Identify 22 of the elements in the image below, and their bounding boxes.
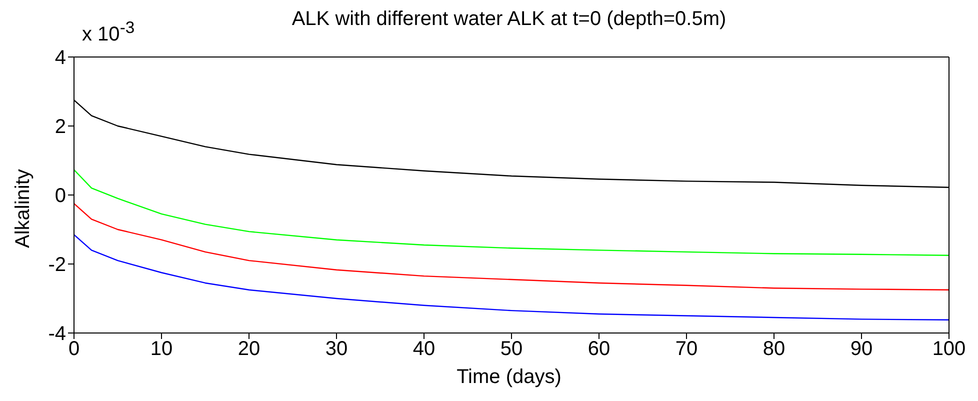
chart-title: ALK with different water ALK at t=0 (depth=0.5m) <box>292 8 726 30</box>
y-tick-label: 0 <box>54 185 66 208</box>
x-tick-label: 30 <box>325 338 348 360</box>
x-tick-label: 10 <box>150 338 173 360</box>
text: x 10$^{-3}$ <box>82 18 135 47</box>
x-tick-label: 40 <box>412 338 436 360</box>
y-tick-label: -2 <box>48 254 66 276</box>
line-series <box>74 234 949 320</box>
y-tick-label: 2 <box>54 116 66 138</box>
y-tick-label: 4 <box>54 47 66 70</box>
x-tick-label: 100 <box>932 338 966 360</box>
line-series <box>74 203 949 290</box>
x-tick-label: 90 <box>850 338 873 360</box>
x-tick-label: 50 <box>500 338 523 360</box>
line-series <box>74 169 949 256</box>
x-tick-label: 20 <box>238 338 260 360</box>
x-tick-label: 70 <box>675 338 698 360</box>
y-tick-label: -4 <box>48 323 66 346</box>
x-axis-title: Time (days) <box>456 366 562 389</box>
y-axis-title: Alkalinity <box>12 169 34 248</box>
x-tick-label: 60 <box>588 338 610 360</box>
x-tick-label: 80 <box>762 338 786 360</box>
